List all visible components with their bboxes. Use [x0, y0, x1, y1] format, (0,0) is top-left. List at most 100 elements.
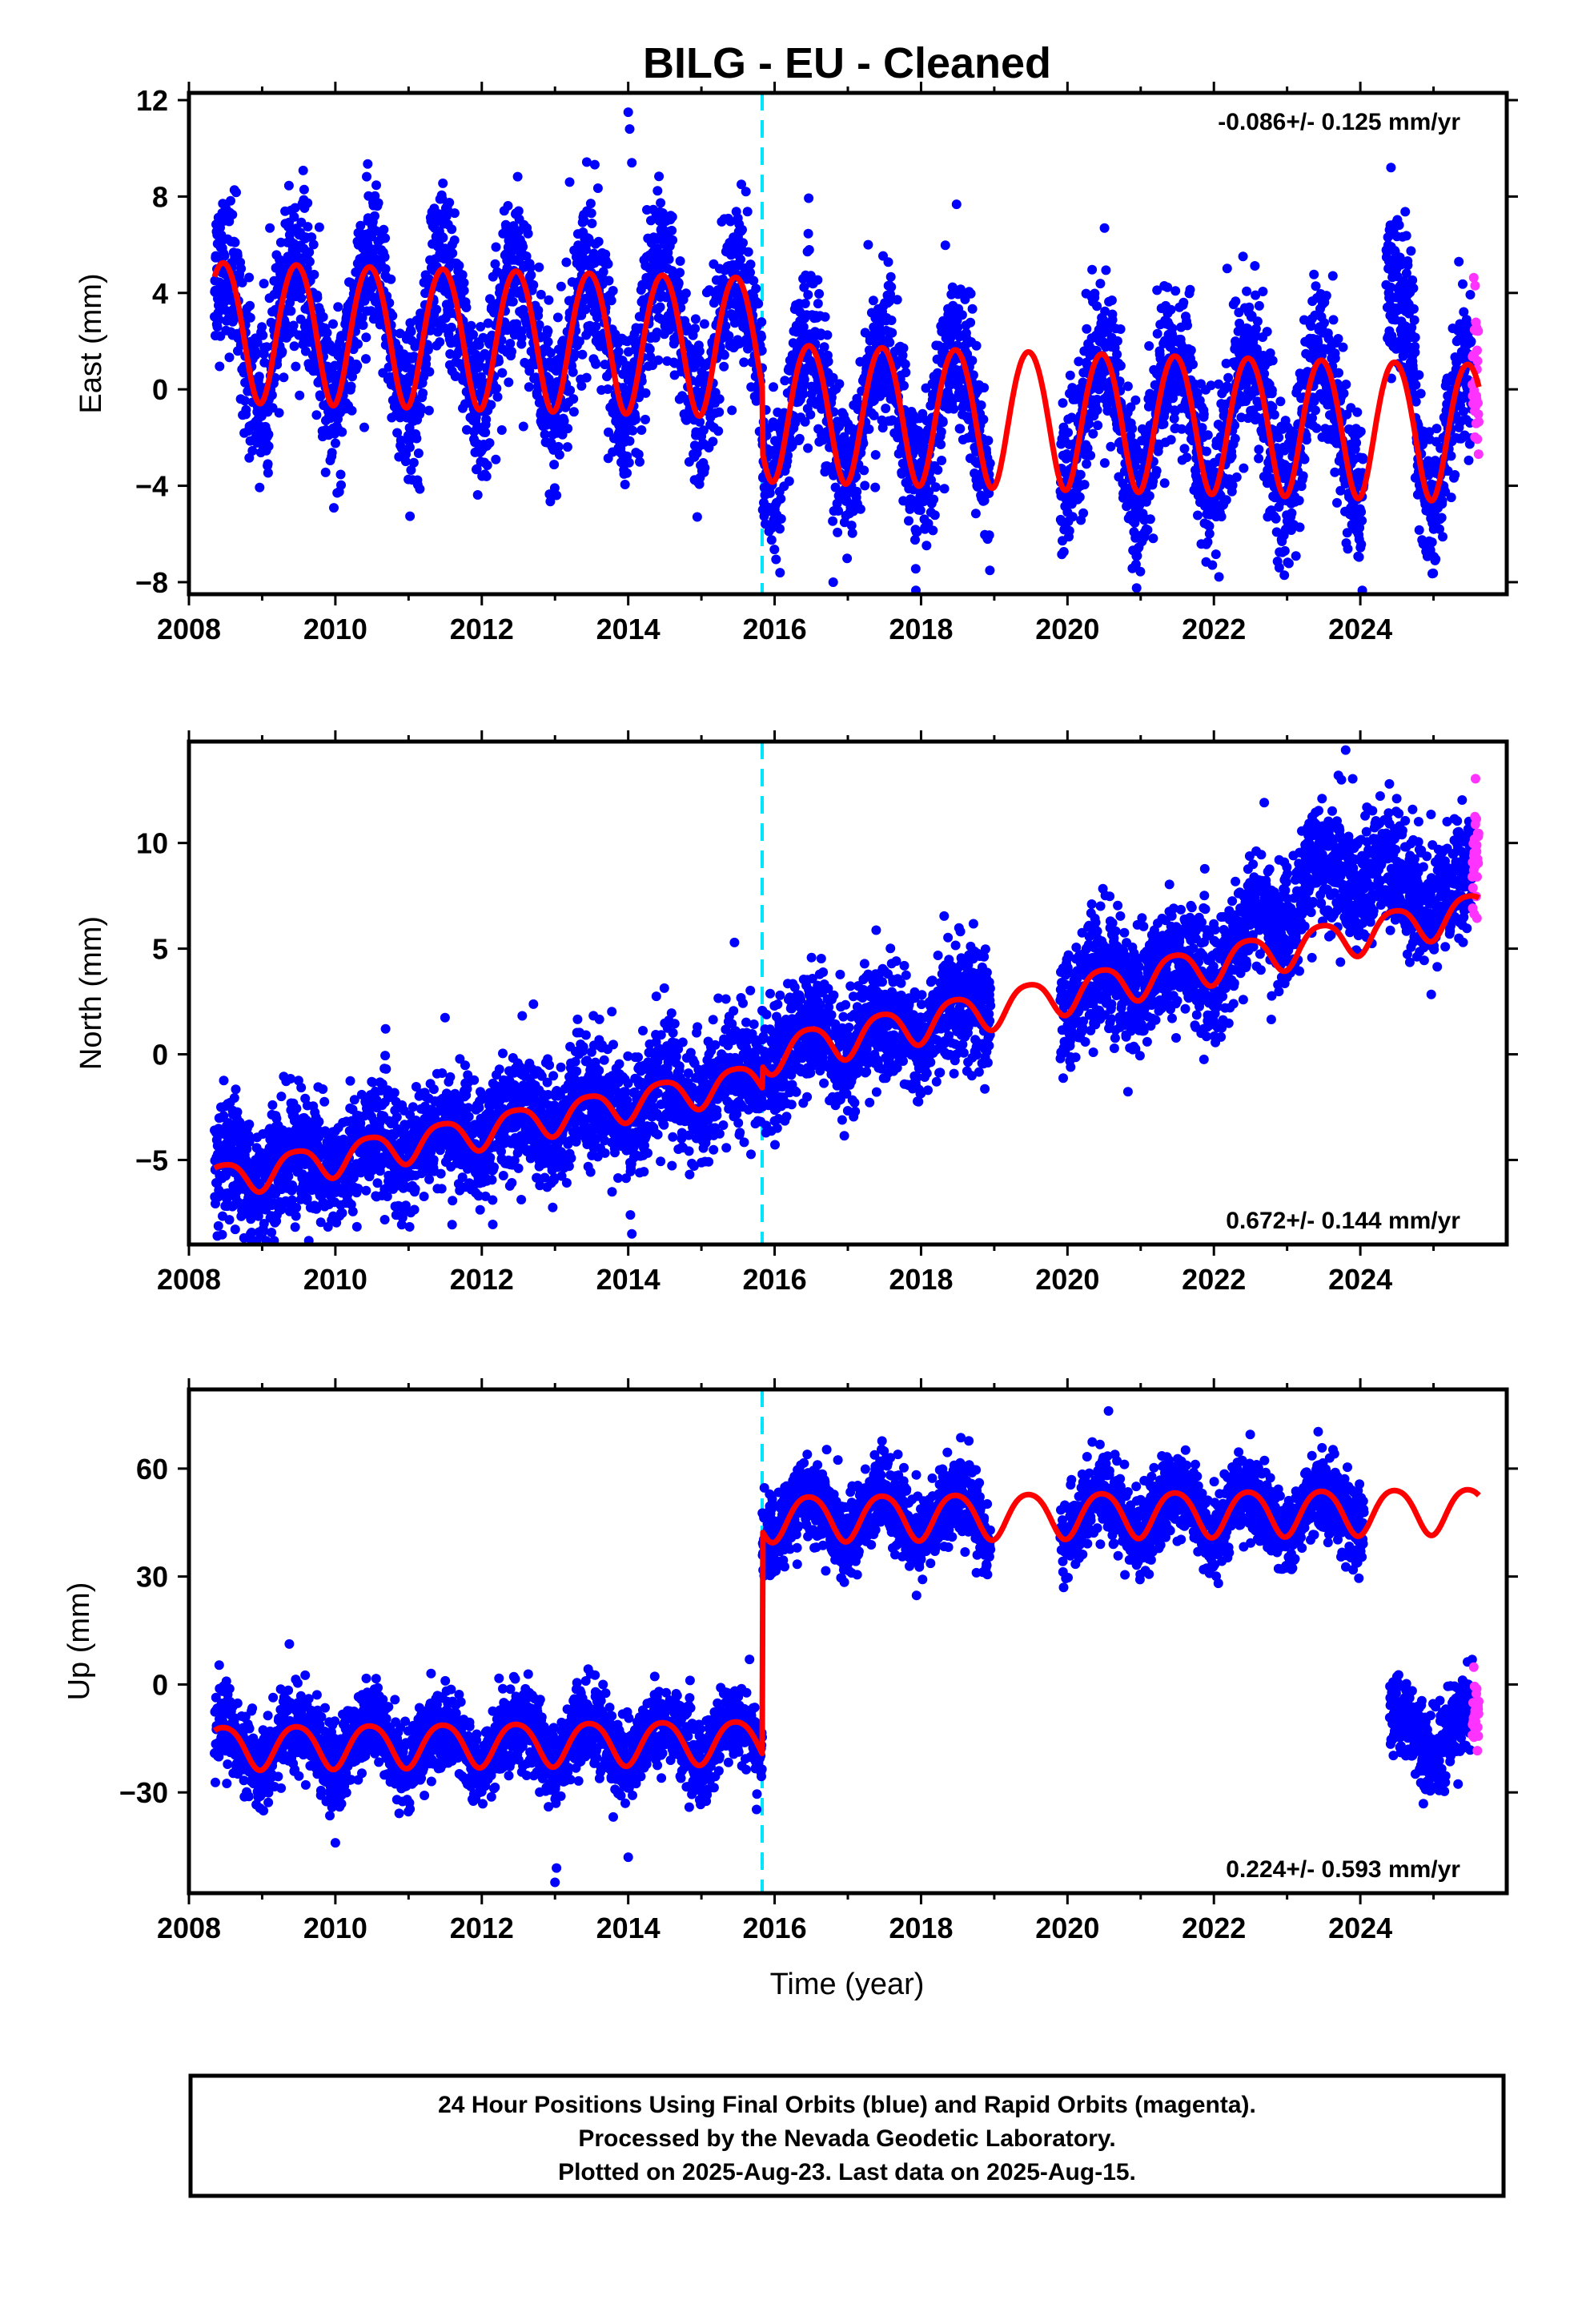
- final-orbit-point: [692, 512, 702, 522]
- final-orbit-point: [459, 285, 469, 296]
- final-orbit-point: [1211, 549, 1221, 560]
- final-orbit-point: [700, 463, 710, 473]
- final-orbit-point: [446, 322, 456, 332]
- final-orbit-point: [1087, 264, 1098, 275]
- final-orbit-point: [984, 530, 994, 541]
- final-orbit-point: [667, 211, 677, 222]
- final-orbit-point: [314, 222, 324, 232]
- final-orbit-point: [245, 300, 255, 311]
- final-orbit-point: [820, 312, 830, 322]
- final-orbit-point: [799, 374, 809, 384]
- final-orbit-point: [798, 389, 809, 399]
- final-orbit-point: [870, 450, 881, 460]
- final-orbit-point: [283, 180, 294, 191]
- final-orbit-point: [1291, 551, 1301, 561]
- final-orbit-point: [1394, 220, 1404, 231]
- final-orbit-point: [1267, 385, 1277, 396]
- final-orbit-point: [776, 513, 786, 524]
- final-orbit-point: [404, 442, 415, 452]
- final-orbit-point: [491, 242, 501, 252]
- final-orbit-point: [361, 332, 371, 343]
- final-orbit-point: [1254, 300, 1264, 311]
- final-orbit-point: [252, 337, 263, 348]
- final-orbit-point: [552, 490, 562, 501]
- final-orbit-point: [237, 277, 247, 287]
- final-orbit-point: [263, 429, 274, 440]
- final-orbit-point: [259, 279, 269, 289]
- final-orbit-point: [741, 187, 751, 197]
- final-orbit-point: [484, 438, 495, 448]
- final-orbit-point: [892, 295, 902, 305]
- final-orbit-point: [299, 184, 309, 195]
- final-orbit-point: [335, 469, 346, 480]
- final-orbit-point: [1182, 320, 1192, 331]
- final-orbit-point: [1250, 261, 1260, 271]
- final-orbit-point: [1058, 398, 1068, 408]
- final-orbit-point: [536, 289, 546, 300]
- final-orbit-point: [1262, 327, 1272, 337]
- final-orbit-point: [654, 171, 665, 182]
- final-orbit-point: [438, 232, 448, 243]
- final-orbit-point: [512, 171, 523, 182]
- final-orbit-point: [1231, 296, 1241, 307]
- final-orbit-point: [359, 296, 370, 306]
- final-orbit-point: [1238, 251, 1248, 262]
- final-orbit-point: [936, 427, 946, 437]
- final-orbit-point: [304, 256, 315, 267]
- final-orbit-point: [881, 404, 891, 413]
- final-orbit-point: [230, 237, 240, 247]
- final-orbit-point: [757, 332, 766, 342]
- final-orbit-point: [1409, 315, 1419, 325]
- final-orbit-point: [408, 457, 419, 468]
- final-orbit-point: [855, 504, 865, 514]
- final-orbit-point: [295, 390, 305, 400]
- final-orbit-point: [1099, 223, 1110, 233]
- final-orbit-point: [265, 223, 275, 233]
- final-orbit-point: [1084, 419, 1094, 429]
- final-orbit-point: [1333, 334, 1343, 344]
- final-orbit-point: [1254, 444, 1264, 455]
- final-orbit-point: [263, 468, 273, 478]
- final-orbit-point: [333, 302, 343, 312]
- final-orbit-point: [1279, 545, 1290, 556]
- final-orbit-point: [411, 338, 421, 348]
- final-orbit-point: [472, 490, 483, 500]
- final-orbit-point: [921, 541, 932, 551]
- final-orbit-point: [1202, 446, 1211, 456]
- final-orbit-point: [576, 380, 587, 391]
- final-orbit-point: [1279, 570, 1290, 581]
- final-orbit-point: [1148, 533, 1158, 544]
- final-orbit-point: [1144, 491, 1154, 501]
- final-orbit-point: [1075, 469, 1086, 480]
- final-orbit-point: [227, 210, 238, 219]
- final-orbit-point: [447, 224, 457, 235]
- final-orbit-point: [424, 274, 434, 284]
- final-orbit-point: [274, 408, 284, 418]
- final-orbit-point: [524, 382, 534, 392]
- final-orbit-point: [258, 330, 268, 340]
- final-orbit-point: [461, 303, 472, 312]
- final-orbit-point: [699, 319, 709, 329]
- final-orbit-point: [1127, 424, 1138, 434]
- final-orbit-point: [1199, 409, 1209, 420]
- final-orbit-point: [371, 180, 381, 191]
- final-orbit-point: [543, 336, 553, 347]
- final-orbit-point: [591, 359, 601, 369]
- final-orbit-point: [727, 405, 737, 416]
- final-orbit-point: [1330, 353, 1340, 364]
- final-orbit-point: [1403, 260, 1413, 271]
- final-orbit-point: [507, 347, 516, 356]
- final-orbit-point: [1408, 304, 1419, 314]
- final-orbit-point: [1408, 283, 1419, 293]
- final-orbit-point: [289, 211, 299, 222]
- final-orbit-point: [581, 372, 592, 383]
- final-orbit-point: [554, 449, 564, 460]
- final-orbit-point: [448, 248, 458, 259]
- final-orbit-point: [283, 251, 293, 262]
- final-orbit-point: [371, 226, 381, 236]
- final-orbit-point: [803, 443, 813, 453]
- final-orbit-point: [1343, 544, 1353, 554]
- final-orbit-point: [842, 553, 853, 564]
- final-orbit-point: [1203, 537, 1213, 547]
- final-orbit-point: [288, 320, 299, 331]
